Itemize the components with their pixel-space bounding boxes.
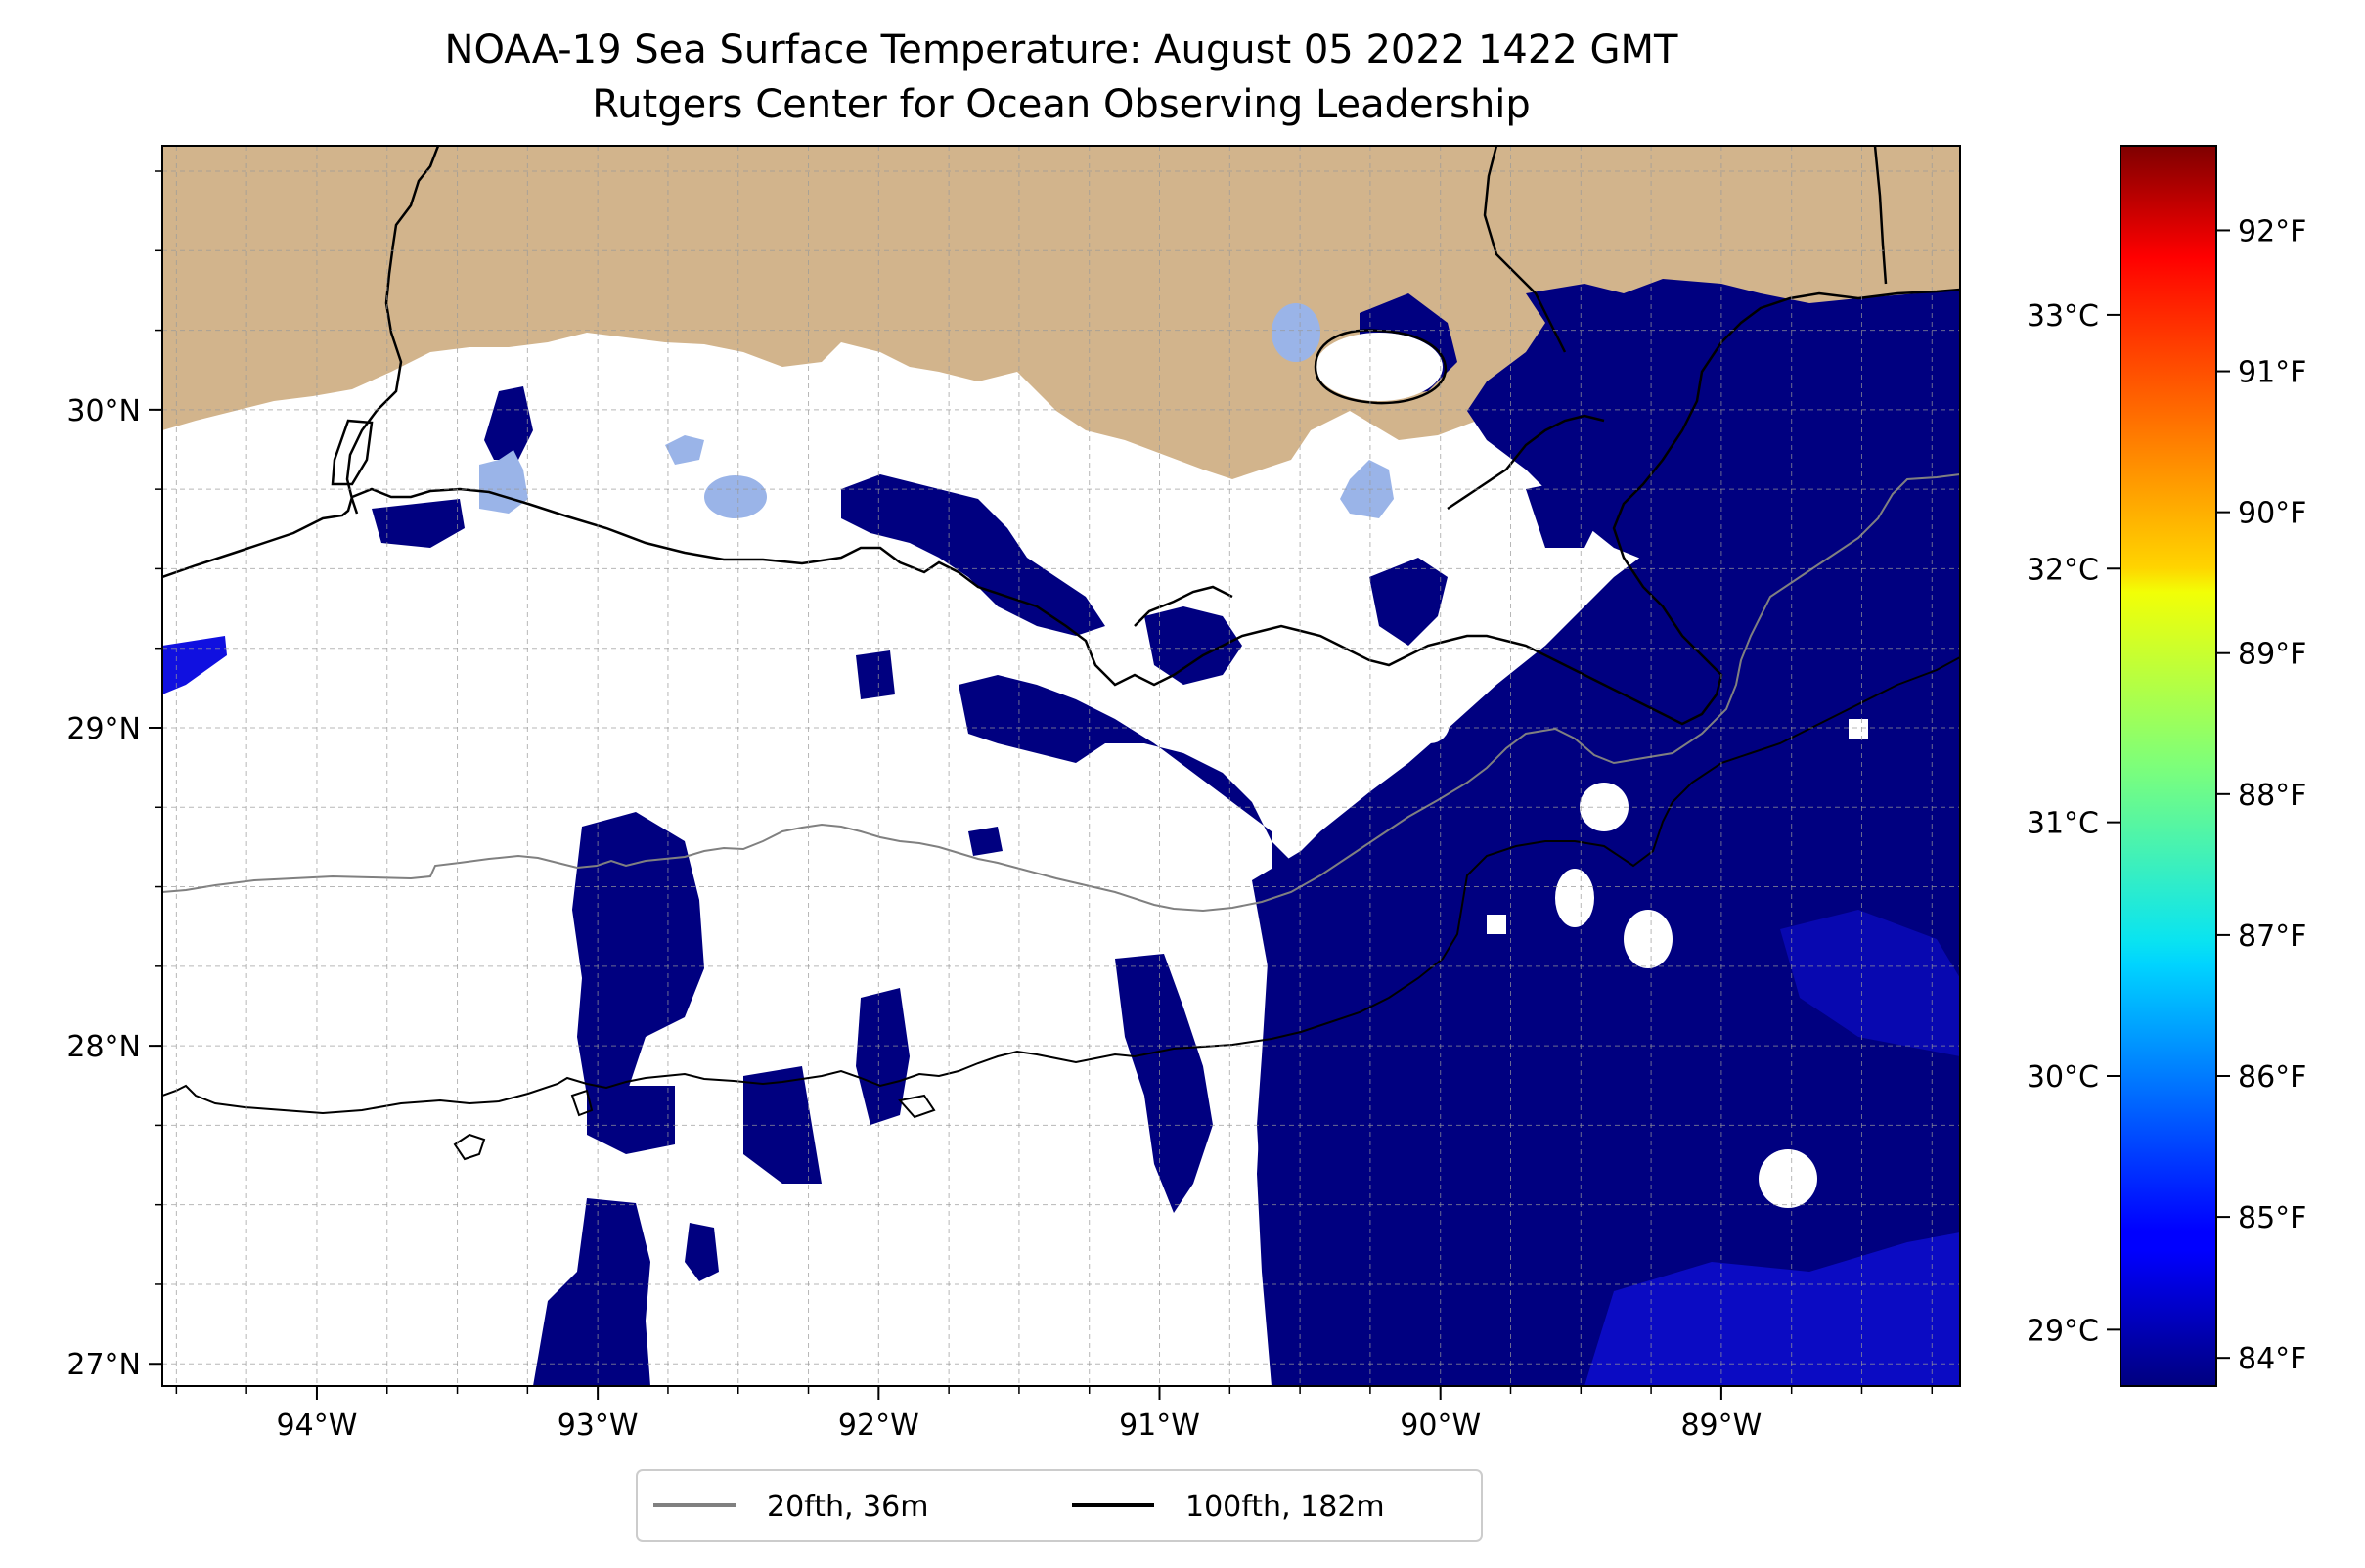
map-panel xyxy=(162,146,1960,1386)
colorbar-c-label: 33°C xyxy=(2027,299,2099,334)
cloud-patch xyxy=(1487,915,1506,934)
colorbar-c-label: 32°C xyxy=(2027,553,2099,587)
colorbar-f-label: 84°F xyxy=(2238,1342,2306,1376)
state-boundary xyxy=(345,146,440,515)
lon-tick-label: 91°W xyxy=(1119,1409,1200,1443)
colorbar-f-label: 90°F xyxy=(2238,497,2306,531)
cloud-patch xyxy=(1759,1149,1817,1208)
lake xyxy=(1272,303,1320,362)
sst-field xyxy=(372,499,465,548)
map-frame xyxy=(161,145,1961,1387)
sst-field xyxy=(685,1223,719,1281)
lon-tick-label: 94°W xyxy=(277,1409,358,1443)
sst-field xyxy=(1526,479,1604,548)
sst-field xyxy=(1257,293,1960,1386)
colorbar-ticks: 84°F 85°F 86°F 87°F 88°F 89°F 90°F 91°F 92°F 29°C… xyxy=(2027,214,2307,1376)
isobath-100fth xyxy=(570,1089,594,1117)
lake xyxy=(665,435,704,465)
cloud-patch xyxy=(1580,783,1629,831)
sst-field xyxy=(959,675,1457,1386)
figure-title: NOAA-19 Sea Surface Temperature: August … xyxy=(445,27,1678,72)
sst-field xyxy=(533,1198,650,1386)
figure-subtitle: Rutgers Center for Ocean Observing Leade… xyxy=(592,82,1531,127)
lon-tick-label: 92°W xyxy=(838,1409,919,1443)
colorbar-f-label: 86°F xyxy=(2238,1060,2306,1095)
sst-field xyxy=(1144,606,1242,685)
colorbar-f-label: 91°F xyxy=(2238,356,2306,390)
legend-box xyxy=(636,1469,1483,1542)
isobath-100fth xyxy=(898,1094,936,1119)
coastline xyxy=(162,288,1960,726)
colorbar-c-label: 29°C xyxy=(2027,1314,2099,1348)
cloud-patch xyxy=(1624,910,1673,968)
isobath-100fth xyxy=(453,1133,486,1161)
sst-field xyxy=(572,812,704,1125)
lon-tick-label: 93°W xyxy=(558,1409,639,1443)
lon-tick-label: 90°W xyxy=(1400,1409,1481,1443)
lake xyxy=(479,450,528,514)
sst-field xyxy=(856,650,895,699)
lon-tick-label: 89°W xyxy=(1680,1409,1762,1443)
sst-field xyxy=(587,1086,675,1154)
map-axes: 94°W 93°W 92°W 91°W 90°W 89°W 27°N 28°N 29°N 30°N xyxy=(67,170,1934,1443)
lake-outline xyxy=(331,419,374,486)
state-boundary xyxy=(1483,146,1567,353)
sst-warm-patch xyxy=(1780,910,1960,1056)
cloud-patch xyxy=(1555,869,1594,927)
sst-warm-patch xyxy=(162,636,227,694)
cloud-patch xyxy=(1410,704,1450,743)
colorbar-f-label: 88°F xyxy=(2238,779,2306,813)
sst-field xyxy=(841,474,1105,636)
sst-field xyxy=(1115,954,1213,1213)
colorbar-f-label: 92°F xyxy=(2238,214,2306,248)
legend: 20fth, 36m 100fth, 182m xyxy=(636,1469,1483,1542)
sst-warm-patch xyxy=(1584,1232,1960,1386)
lake-outline xyxy=(1314,329,1448,405)
isobath-100fth xyxy=(162,656,1960,1115)
colorbar-f-label: 85°F xyxy=(2238,1201,2306,1235)
legend-label-100fth: 100fth, 182m xyxy=(1185,1490,1385,1524)
colorbar-c-label: 31°C xyxy=(2027,807,2099,841)
map-gridlines xyxy=(162,146,1960,1386)
cloud-patch xyxy=(1849,719,1868,739)
lake xyxy=(704,475,767,518)
colorbar-f-label: 87°F xyxy=(2238,919,2306,954)
lake xyxy=(1340,460,1394,518)
coastline xyxy=(1447,414,1605,511)
sst-field xyxy=(484,386,533,460)
lat-tick-label: 30°N xyxy=(67,394,141,428)
coastline xyxy=(1134,585,1233,627)
lat-tick-label: 29°N xyxy=(67,712,141,746)
sst-field xyxy=(856,988,910,1125)
isobath-20fth xyxy=(162,473,1960,913)
sst-field xyxy=(968,827,1003,856)
lat-tick-label: 28°N xyxy=(67,1030,141,1064)
colorbar-f-label: 89°F xyxy=(2238,638,2306,672)
colorbar-c-label: 30°C xyxy=(2027,1060,2099,1095)
lat-tick-label: 27°N xyxy=(67,1348,141,1382)
colorbar-gradient xyxy=(2120,145,2217,1387)
state-boundary xyxy=(1873,146,1888,285)
colorbar: 84°F 85°F 86°F 87°F 88°F 89°F 90°F 91°F 92°F 29°C… xyxy=(2027,145,2307,1387)
legend-label-20fth: 20fth, 36m xyxy=(767,1490,928,1524)
sst-field xyxy=(1369,558,1448,646)
lake-pontchartrain xyxy=(1316,333,1443,401)
